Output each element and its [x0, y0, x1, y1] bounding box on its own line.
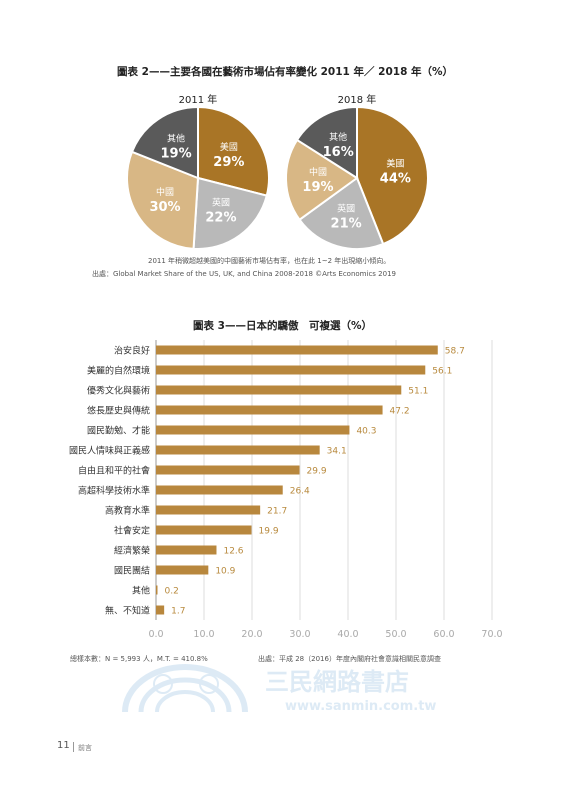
pie-slice-其他 — [295, 105, 358, 180]
bar — [156, 385, 402, 395]
pie-slice-label: 其他 — [167, 133, 185, 145]
pie-slice-percent: 19% — [160, 147, 191, 162]
figure3-footnote-source: 出處：平成 28（2016）年度內閣府社會意識相關民意調查 — [258, 655, 441, 663]
value-label: 56.1 — [432, 367, 452, 377]
bar — [156, 545, 217, 555]
pie-slice-percent: 44% — [380, 172, 411, 187]
bar — [156, 405, 383, 415]
value-label: 40.3 — [356, 427, 376, 437]
bar-chart: 治安良好 58.7 美麗的自然環境 56.1 優秀文化與藝術 51.1 悠長歷史與傳統 47.… — [69, 340, 493, 620]
pie-2018-year: 2018 年 — [337, 95, 377, 106]
figure3-footnote-sample: 總樣本數：N = 5,993 人，M.T. = 410.8% — [70, 655, 208, 663]
pie-slice-label: 英國 — [212, 197, 230, 209]
bar — [156, 345, 438, 355]
category-label: 國民勤勉、才能 — [87, 425, 150, 437]
category-label: 國民團結 — [114, 565, 150, 577]
pie-slice-美國 — [197, 105, 270, 197]
pie-chart-2018: 美國 44% 英國 21% 中國 19% 其他 16% — [285, 105, 429, 250]
pie-slice-percent: 16% — [323, 145, 354, 160]
category-label: 其他 — [132, 585, 150, 597]
tick-label: 30.0 — [289, 629, 311, 640]
tick-label: 60.0 — [433, 629, 455, 640]
bar — [156, 425, 350, 435]
bar — [156, 565, 209, 575]
category-label: 國民人情味與正義感 — [69, 445, 150, 457]
tick-label: 70.0 — [481, 629, 503, 640]
pie-slice-label: 中國 — [156, 186, 174, 198]
pie-slice-percent: 22% — [205, 211, 236, 226]
pie-slice-label: 英國 — [337, 202, 355, 214]
pie-slice-percent: 21% — [331, 216, 362, 231]
value-label: 12.6 — [223, 547, 243, 557]
category-label: 美麗的自然環境 — [87, 365, 150, 377]
category-label: 高超科學技術水準 — [78, 485, 150, 497]
value-label: 34.1 — [327, 447, 347, 457]
svg-text:www.sanmin.com.tw: www.sanmin.com.tw — [285, 699, 436, 714]
pie-slice-label: 其他 — [329, 131, 347, 143]
value-label: 0.2 — [165, 587, 179, 597]
pie-slice-英國 — [192, 176, 268, 250]
page-number: 11 — [57, 740, 70, 751]
category-label: 治安良好 — [114, 345, 150, 357]
pie-slice-其他 — [130, 105, 199, 180]
pie-slice-label: 美國 — [220, 141, 238, 153]
figure3-title: 圖表 3——日本的驕傲 可複選（%） — [193, 320, 372, 332]
value-label: 19.9 — [259, 527, 279, 537]
pie-slice-percent: 29% — [213, 155, 244, 170]
value-label: 47.2 — [390, 407, 410, 417]
value-label: 1.7 — [171, 607, 185, 617]
pie-2011-year: 2011 年 — [178, 95, 218, 106]
footer-divider — [73, 742, 74, 752]
category-label: 悠長歷史與傳統 — [87, 405, 150, 417]
value-label: 58.7 — [445, 347, 465, 357]
section-name: 前言 — [78, 744, 92, 752]
tick-label: 0.0 — [148, 629, 164, 640]
bar — [156, 445, 320, 455]
tick-labels: 0.0 10.0 20.0 30.0 40.0 50.0 60.0 70.0 — [0, 629, 570, 643]
figure2-source: 出處：Global Market Share of the US, UK, an… — [92, 270, 396, 278]
bar — [156, 485, 283, 495]
tick-label: 50.0 — [385, 629, 407, 640]
category-label: 自由且和平的社會 — [78, 465, 150, 477]
watermark-logo: 三民網路書店 www.sanmin.com.tw — [122, 664, 436, 714]
bar — [156, 585, 158, 595]
bar — [156, 465, 300, 475]
category-label: 高教育水準 — [105, 505, 150, 517]
value-label: 26.4 — [290, 487, 310, 497]
bar — [156, 505, 261, 515]
pie-slice-中國 — [126, 150, 200, 250]
category-label: 社會安定 — [114, 525, 150, 537]
pie-slice-percent: 19% — [302, 180, 333, 195]
pie-slice-percent: 30% — [149, 200, 180, 215]
value-label: 10.9 — [215, 567, 235, 577]
tick-label: 10.0 — [193, 629, 215, 640]
pie-slice-label: 美國 — [386, 158, 404, 170]
value-label: 51.1 — [408, 387, 428, 397]
figure2-note: 2011 年稍微超越美國的中國藝術市場佔有率，也在此 1~2 年出現縮小傾向。 — [148, 257, 391, 265]
bar — [156, 605, 165, 615]
category-label: 經濟繁榮 — [114, 545, 150, 557]
pie-slice-中國 — [285, 138, 359, 222]
pie-slice-label: 中國 — [309, 166, 327, 178]
tick-label: 40.0 — [337, 629, 359, 640]
category-label: 無、不知道 — [105, 605, 150, 617]
pie-chart-2011: 美國 29% 英國 22% 中國 30% 其他 19% — [126, 105, 270, 250]
pie-slice-英國 — [298, 176, 385, 250]
svg-text:三民網路書店: 三民網路書店 — [265, 668, 409, 696]
category-label: 優秀文化與藝術 — [87, 385, 150, 397]
value-label: 29.9 — [307, 467, 327, 477]
bar — [156, 365, 426, 375]
pie-slice-美國 — [356, 105, 429, 246]
tick-label: 20.0 — [241, 629, 263, 640]
value-label: 21.7 — [267, 507, 287, 517]
bar — [156, 525, 252, 535]
figure2-title: 圖表 2——主要各國在藝術市場佔有率變化 2011 年／ 2018 年（%） — [117, 66, 454, 78]
